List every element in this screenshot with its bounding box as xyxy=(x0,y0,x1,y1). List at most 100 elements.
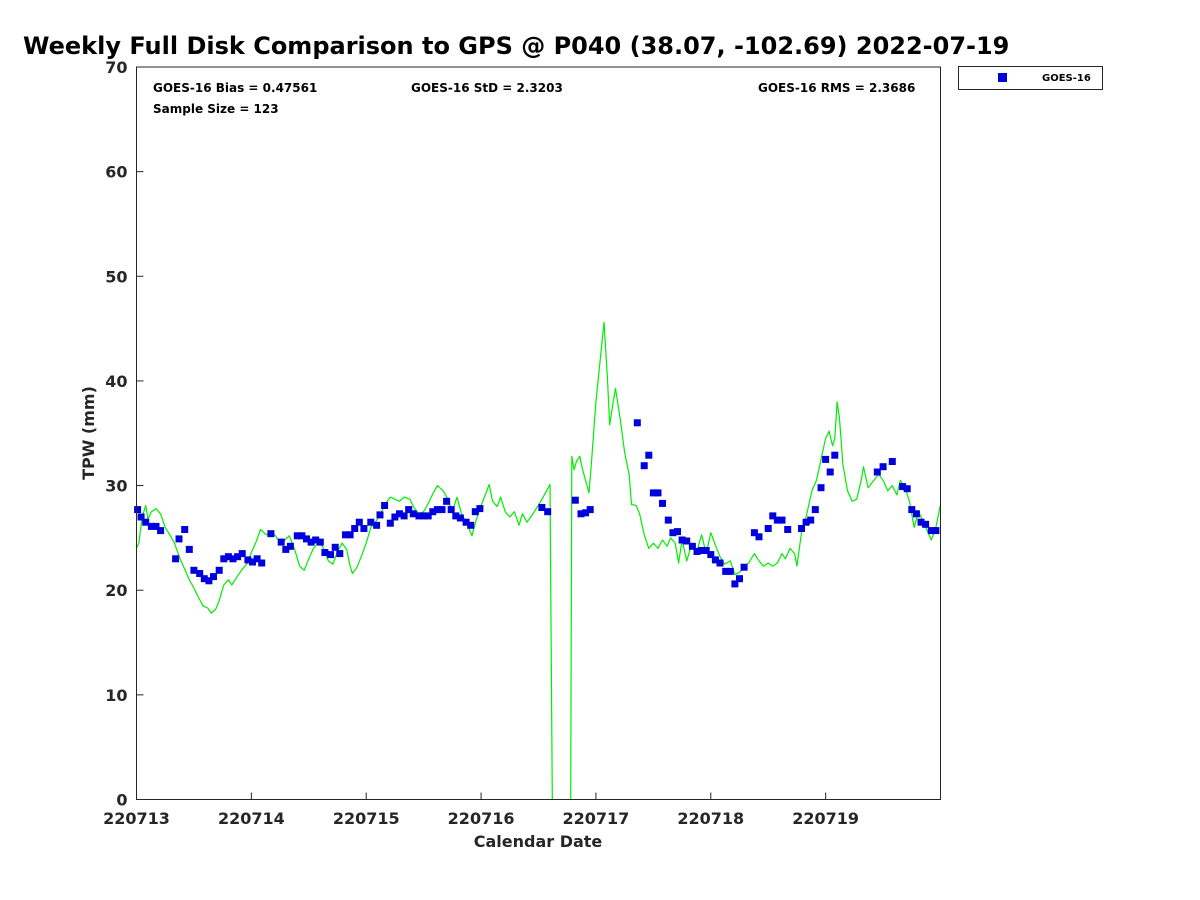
goes16-data-point xyxy=(633,419,641,427)
x-tick-label: 220714 xyxy=(218,809,285,828)
goes16-data-point xyxy=(400,512,408,520)
goes16-data-point xyxy=(381,502,389,509)
legend-box xyxy=(958,66,1103,90)
goes16-data-point xyxy=(396,510,403,518)
goes16-data-point xyxy=(932,527,940,535)
y-axis-label: TPW (mm) xyxy=(79,386,98,480)
goes16-data-point xyxy=(693,548,701,555)
goes16-data-point xyxy=(443,497,451,505)
goes16-data-point xyxy=(755,533,763,541)
goes16-data-point xyxy=(726,567,734,575)
goes16-data-point xyxy=(142,518,150,526)
goes16-data-point xyxy=(367,518,375,526)
goes16-data-point xyxy=(447,506,455,514)
goes16-data-point xyxy=(908,506,916,514)
goes16-data-point xyxy=(640,462,648,470)
goes16-data-point xyxy=(688,542,696,550)
goes16-data-point xyxy=(438,506,446,514)
y-tick-label: 10 xyxy=(105,686,127,705)
goes16-data-point xyxy=(740,563,748,571)
goes16-data-point xyxy=(258,559,266,567)
goes16-data-point xyxy=(190,566,198,574)
goes16-data-point xyxy=(645,451,653,459)
goes16-data-point xyxy=(683,537,691,545)
rms-stat: GOES-16 RMS = 2.3686 xyxy=(758,81,915,95)
goes16-data-point xyxy=(452,512,460,520)
goes16-data-point xyxy=(147,522,155,530)
goes16-data-point xyxy=(773,516,781,524)
goes16-data-point xyxy=(282,545,290,553)
std-stat: GOES-16 StD = 2.3203 xyxy=(411,81,563,95)
y-tick-label: 30 xyxy=(105,477,127,496)
goes16-data-point xyxy=(764,525,772,532)
y-tick-label: 70 xyxy=(105,58,127,77)
goes16-data-point xyxy=(467,521,475,529)
legend-label-goes16: GOES-16 xyxy=(1042,73,1091,84)
goes16-data-point xyxy=(903,485,911,493)
goes16-data-point xyxy=(586,506,594,514)
goes16-data-point xyxy=(471,508,479,516)
y-tick-label: 0 xyxy=(116,791,127,810)
goes16-data-point xyxy=(321,549,329,556)
goes16-data-point xyxy=(157,527,165,535)
goes16-data-point xyxy=(175,535,183,543)
goes16-data-point xyxy=(355,518,363,526)
legend-marker-goes16 xyxy=(998,73,1007,82)
goes16-data-point xyxy=(917,518,925,526)
goes16-data-point xyxy=(293,532,301,540)
goes16-data-point xyxy=(286,542,294,550)
goes16-data-point xyxy=(922,520,930,528)
goes16-data-point xyxy=(312,536,320,544)
goes16-data-point xyxy=(582,509,590,517)
goes16-data-point xyxy=(649,489,657,497)
x-tick-label: 220717 xyxy=(563,809,630,828)
goes16-data-point xyxy=(424,512,432,520)
goes16-data-point xyxy=(172,555,180,563)
goes16-data-point xyxy=(822,455,830,463)
goes16-data-point xyxy=(376,511,384,519)
goes16-data-point xyxy=(571,496,579,504)
goes16-data-point xyxy=(238,550,246,558)
goes16-data-point xyxy=(200,575,208,583)
goes16-data-point xyxy=(196,570,204,577)
goes16-data-point xyxy=(405,506,413,514)
goes16-data-point xyxy=(415,512,423,520)
x-tick-label: 220719 xyxy=(792,809,859,828)
goes16-data-point xyxy=(298,532,306,540)
goes16-data-point xyxy=(476,505,484,513)
goes16-data-point xyxy=(420,512,428,520)
goes16-data-point xyxy=(544,508,552,516)
goes16-data-point xyxy=(899,483,907,491)
y-tick-label: 40 xyxy=(105,372,127,391)
goes16-data-point xyxy=(253,555,261,563)
goes16-data-point xyxy=(224,553,232,561)
goes16-data-point xyxy=(817,484,825,492)
goes16-data-point xyxy=(234,553,242,561)
goes16-data-point xyxy=(429,508,437,516)
y-tick-label: 50 xyxy=(105,267,127,286)
goes16-data-point xyxy=(702,547,710,554)
bias-stat: GOES-16 Bias = 0.47561 xyxy=(153,81,317,95)
goes16-data-point xyxy=(678,536,686,544)
goes16-data-point xyxy=(229,555,237,563)
goes16-data-point xyxy=(912,510,920,518)
goes16-data-point xyxy=(331,543,339,551)
goes16-data-point xyxy=(342,531,349,539)
x-tick-label: 220715 xyxy=(333,809,400,828)
goes16-data-point xyxy=(205,577,213,585)
gps-tpw-line xyxy=(135,483,553,800)
y-tick-label: 60 xyxy=(105,163,127,182)
goes16-data-point xyxy=(249,558,256,566)
goes16-data-point xyxy=(888,458,896,465)
plot-area-frame xyxy=(136,66,941,800)
goes16-data-point xyxy=(373,521,381,529)
goes16-data-point xyxy=(433,506,441,514)
goes16-data-point xyxy=(736,575,743,583)
goes16-data-point xyxy=(807,516,815,524)
goes16-data-point xyxy=(456,514,464,522)
goes16-data-point xyxy=(137,513,145,521)
goes16-data-point xyxy=(307,538,315,546)
goes16-data-point xyxy=(386,519,394,527)
sample-size-stat: Sample Size = 123 xyxy=(153,102,279,116)
